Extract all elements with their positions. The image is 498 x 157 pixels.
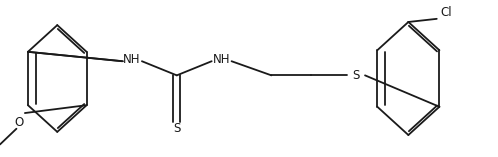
Text: S: S <box>353 69 360 82</box>
Text: NH: NH <box>123 53 141 66</box>
Text: NH: NH <box>213 53 231 66</box>
Text: S: S <box>173 122 180 135</box>
Text: Cl: Cl <box>440 6 452 19</box>
Text: O: O <box>14 116 23 129</box>
